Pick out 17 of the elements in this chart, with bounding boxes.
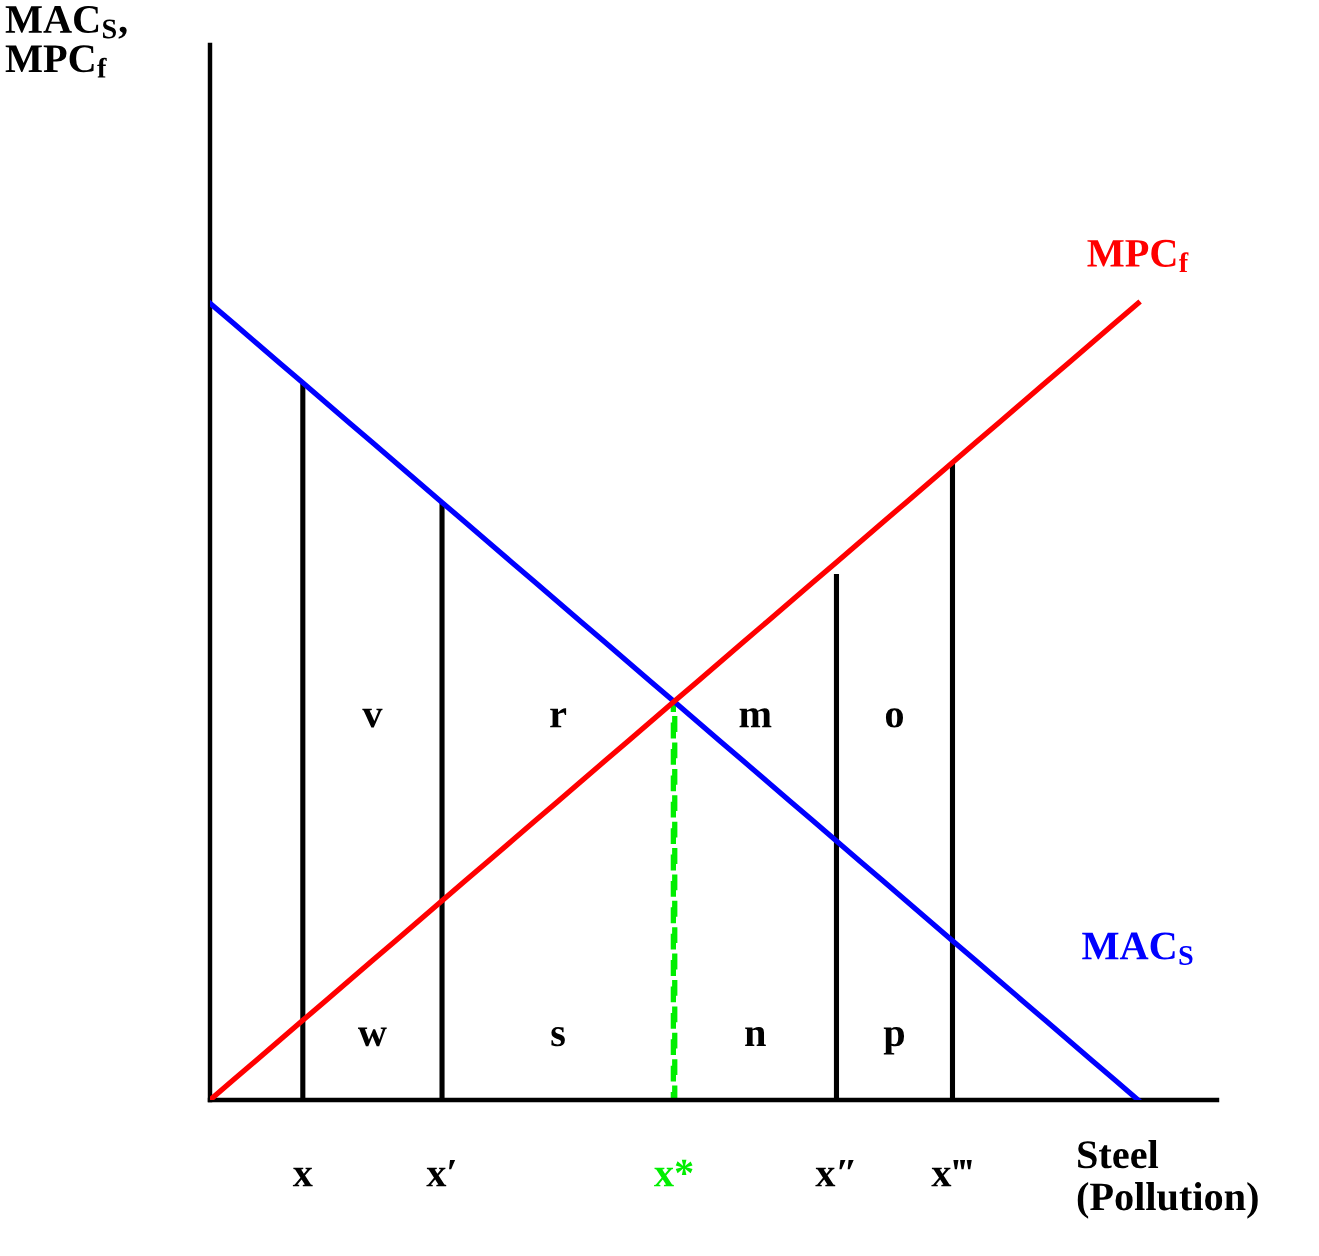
series-label: MPC$_{f}$ [1087, 239, 1189, 273]
annotation: w [357, 1027, 387, 1047]
x-tick-label: x‴ [931, 1159, 972, 1187]
x-axis-title: Steel (Pollution) [1077, 1140, 1258, 1219]
x-tick-label: x″ [815, 1159, 854, 1187]
x-tick-label: x [292, 1167, 313, 1187]
annotation: o [885, 708, 904, 728]
annotation: n [745, 1026, 766, 1046]
series-label: MAC$_{S}$ [1082, 932, 1193, 965]
annotation: p [883, 1026, 905, 1055]
annotation: v [362, 708, 383, 728]
annotation: s [551, 1026, 565, 1047]
annotation: m [739, 708, 772, 728]
x-tick-label: x′ [426, 1159, 456, 1187]
x-tick-label: x* [654, 1159, 693, 1187]
text: MAC$_{S}$, MPC$_{f}$ [5, 5, 127, 78]
annotation: r [550, 708, 567, 728]
